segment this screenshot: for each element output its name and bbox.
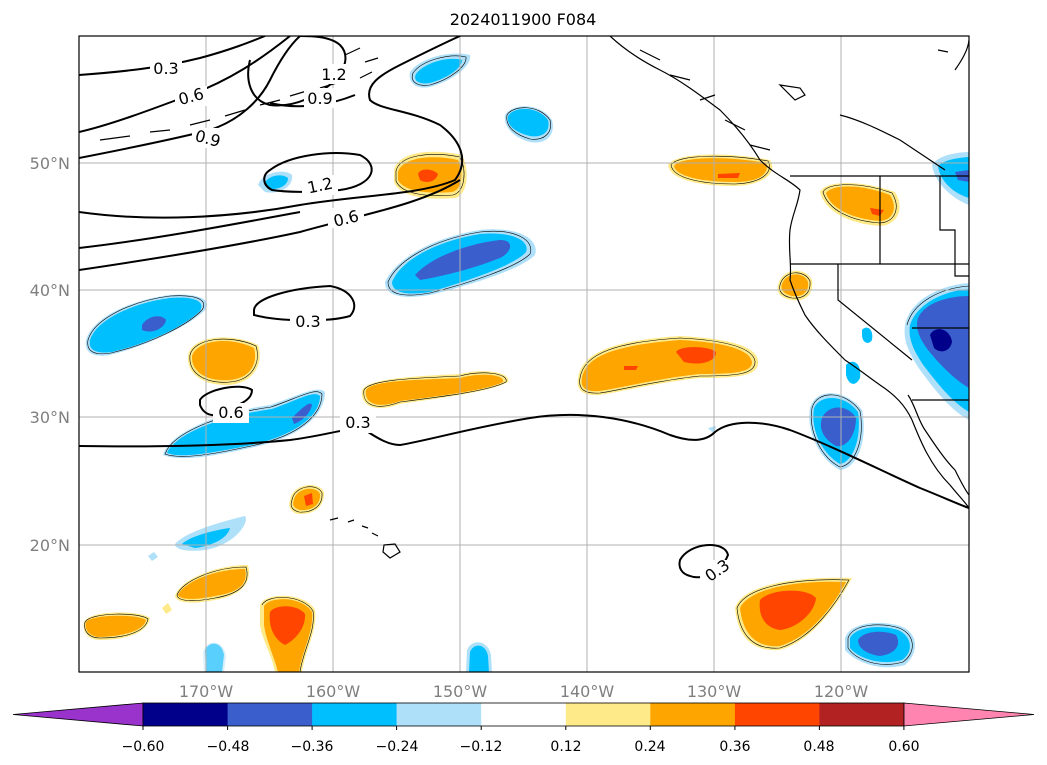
colorbar-segment	[396, 703, 482, 726]
contour-label: 1.2	[306, 174, 335, 198]
lat-tick-label: 30°N	[30, 408, 70, 427]
lon-tick-label: 160°W	[306, 682, 361, 701]
contour-label: 0.3	[345, 413, 370, 432]
contour-label: 0.6	[218, 403, 243, 422]
colorbar-tick-label: −0.60	[122, 739, 165, 755]
colorbar-tick-label: −0.36	[291, 739, 334, 755]
map-layers: 0.3 0.6 1.2 0.9 0.9 1.2 0.6 0.3 0.6 0.3 …	[79, 36, 969, 672]
colorbar-segment	[312, 703, 398, 726]
negative-anomaly-regions	[85, 53, 969, 672]
contour-label: 0.3	[153, 59, 178, 78]
colorbar-outline	[142, 702, 905, 727]
colorbar-ticks: −0.60 −0.48 −0.36 −0.24 −0.12 0.12 0.24 …	[122, 739, 920, 755]
map-frame	[78, 35, 970, 673]
contour-label: 0.3	[295, 312, 320, 331]
map-title: 2024011900 F084	[450, 10, 597, 29]
colorbar-extend-low	[12, 702, 144, 727]
colorbar-tick-label: −0.12	[460, 739, 503, 755]
lon-tick-label: 130°W	[687, 682, 742, 701]
colorbar-segment	[734, 703, 820, 726]
shading-outlines	[84, 55, 969, 672]
lat-tick-label: 20°N	[30, 536, 70, 555]
colorbar-segment	[819, 703, 905, 726]
colorbar-segment	[650, 703, 736, 726]
contour-label: 1.2	[321, 65, 346, 84]
contour-label: 0.9	[307, 89, 332, 108]
lat-tick-label: 40°N	[30, 281, 70, 300]
lon-tick-label: 140°W	[560, 682, 615, 701]
contour-label-group: 0.3 0.6 1.2 0.9 0.9 1.2 0.6 0.3 0.6 0.3 …	[150, 58, 736, 585]
colorbar-tick-label: −0.24	[376, 739, 419, 755]
lon-tick-label: 150°W	[433, 682, 488, 701]
colorbar-tick-label: 0.36	[719, 739, 750, 755]
colorbar-tick-label: −0.48	[207, 739, 250, 755]
lat-tick-label: 50°N	[30, 154, 70, 173]
colorbar-extend-high	[903, 702, 1035, 727]
colorbar-segment	[565, 703, 651, 726]
colorbar-segment	[481, 703, 567, 726]
lat-tick-labels: 50°N 40°N 30°N 20°N	[30, 154, 70, 555]
colorbar-tick-label: 0.48	[803, 739, 834, 755]
lon-tick-labels: 170°W 160°W 150°W 140°W 130°W 120°W	[179, 682, 869, 701]
lon-tick-label: 170°W	[179, 682, 234, 701]
coastlines	[99, 36, 969, 559]
colorbar-segment	[143, 703, 228, 726]
colorbar-segment	[227, 703, 313, 726]
colorbar	[12, 702, 1035, 730]
colorbar-tick-label: 0.12	[550, 739, 581, 755]
colorbar-tick-label: 0.60	[888, 739, 919, 755]
lon-tick-label: 120°W	[814, 682, 869, 701]
colorbar-tick-label: 0.24	[634, 739, 665, 755]
contour-lines	[79, 36, 969, 579]
